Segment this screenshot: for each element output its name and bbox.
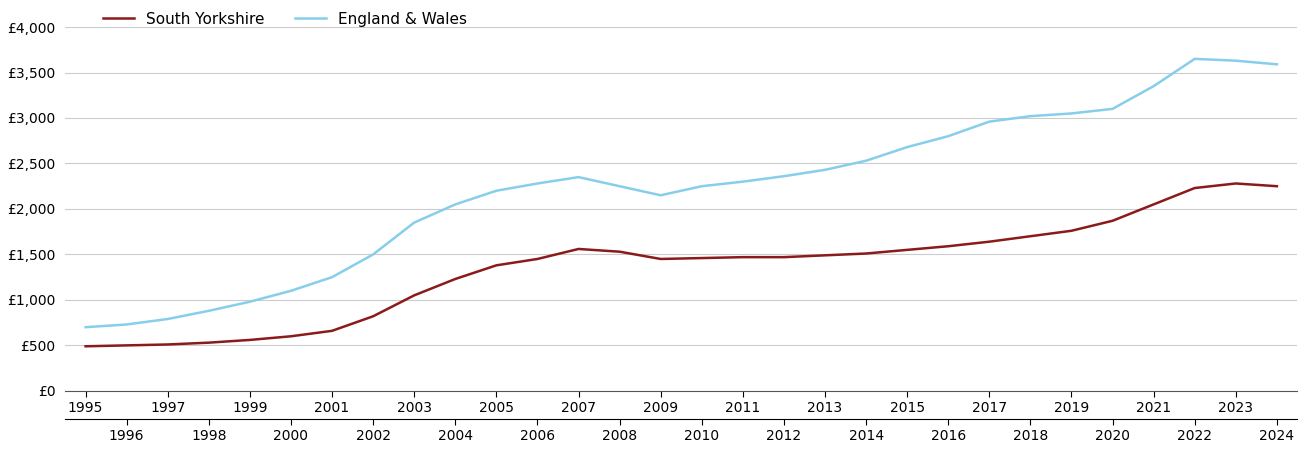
England & Wales	[530, 181, 545, 186]
South Yorkshire	[1064, 228, 1079, 234]
England & Wales	[1064, 111, 1079, 116]
South Yorkshire	[201, 340, 217, 345]
South Yorkshire	[1228, 181, 1244, 186]
South Yorkshire	[817, 252, 833, 258]
England & Wales	[201, 308, 217, 314]
England & Wales	[694, 184, 710, 189]
Legend: South Yorkshire, England & Wales: South Yorkshire, England & Wales	[98, 5, 474, 33]
South Yorkshire	[570, 246, 586, 252]
South Yorkshire	[612, 249, 628, 254]
South Yorkshire	[735, 254, 750, 260]
South Yorkshire	[530, 256, 545, 261]
England & Wales	[1146, 83, 1161, 89]
South Yorkshire	[981, 239, 997, 244]
South Yorkshire	[694, 255, 710, 261]
England & Wales	[859, 158, 874, 163]
England & Wales	[324, 274, 339, 280]
England & Wales	[1023, 113, 1039, 119]
England & Wales	[448, 202, 463, 207]
South Yorkshire	[899, 247, 915, 252]
England & Wales	[119, 322, 134, 327]
England & Wales	[612, 184, 628, 189]
England & Wales	[776, 174, 792, 179]
England & Wales	[735, 179, 750, 184]
England & Wales	[1105, 106, 1121, 112]
South Yorkshire	[488, 263, 504, 268]
England & Wales	[488, 188, 504, 194]
England & Wales	[941, 134, 957, 139]
South Yorkshire	[652, 256, 668, 261]
South Yorkshire	[283, 333, 299, 339]
England & Wales	[78, 324, 94, 330]
South Yorkshire	[859, 251, 874, 256]
South Yorkshire	[1023, 234, 1039, 239]
South Yorkshire	[1146, 202, 1161, 207]
Line: England & Wales: England & Wales	[86, 59, 1276, 327]
South Yorkshire	[1186, 185, 1202, 191]
England & Wales	[406, 220, 422, 225]
England & Wales	[899, 144, 915, 150]
Line: South Yorkshire: South Yorkshire	[86, 184, 1276, 346]
England & Wales	[1186, 56, 1202, 62]
South Yorkshire	[365, 314, 381, 319]
South Yorkshire	[406, 292, 422, 298]
England & Wales	[981, 119, 997, 124]
England & Wales	[1228, 58, 1244, 63]
South Yorkshire	[324, 328, 339, 333]
England & Wales	[241, 299, 257, 304]
England & Wales	[161, 316, 176, 322]
England & Wales	[283, 288, 299, 293]
South Yorkshire	[941, 243, 957, 249]
South Yorkshire	[448, 276, 463, 282]
England & Wales	[570, 175, 586, 180]
South Yorkshire	[1268, 184, 1284, 189]
England & Wales	[1268, 62, 1284, 67]
England & Wales	[652, 193, 668, 198]
South Yorkshire	[776, 254, 792, 260]
South Yorkshire	[1105, 218, 1121, 224]
South Yorkshire	[241, 337, 257, 342]
South Yorkshire	[78, 344, 94, 349]
England & Wales	[365, 252, 381, 257]
South Yorkshire	[161, 342, 176, 347]
South Yorkshire	[119, 343, 134, 348]
England & Wales	[817, 167, 833, 172]
